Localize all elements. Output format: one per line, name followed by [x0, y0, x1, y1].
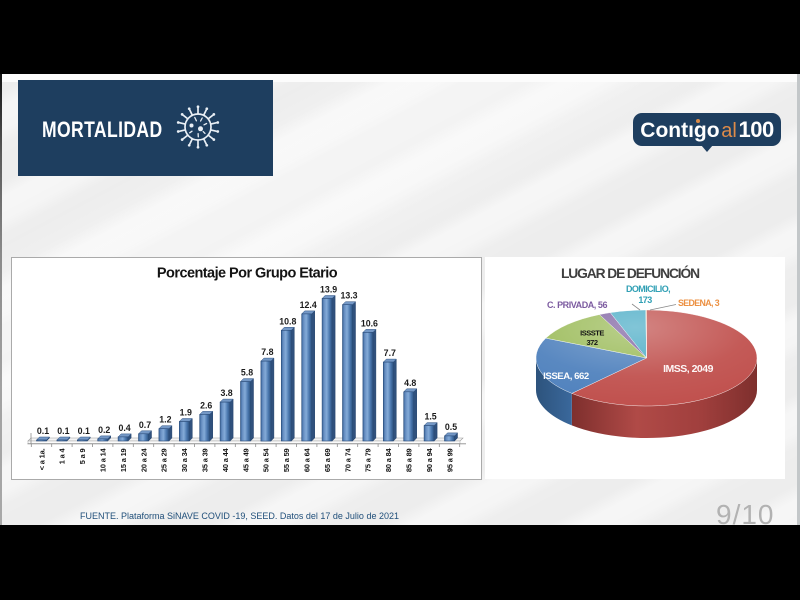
svg-text:20 a 24: 20 a 24 [139, 447, 148, 472]
svg-text:90 a 94: 90 a 94 [425, 447, 434, 472]
svg-text:25 a 29: 25 a 29 [160, 448, 169, 472]
svg-text:0.1: 0.1 [37, 426, 49, 436]
svg-text:7.7: 7.7 [384, 348, 396, 358]
svg-text:1.9: 1.9 [180, 408, 192, 418]
svg-text:4.8: 4.8 [404, 378, 416, 388]
svg-text:35 a 39: 35 a 39 [201, 448, 210, 472]
svg-text:13.9: 13.9 [320, 285, 337, 295]
svg-text:50 a 54: 50 a 54 [262, 447, 271, 472]
svg-text:5 a 9: 5 a 9 [78, 448, 87, 464]
svg-text:40 a 44: 40 a 44 [221, 447, 230, 472]
svg-text:3.8: 3.8 [220, 388, 232, 398]
svg-text:0.5: 0.5 [445, 422, 457, 432]
svg-text:DOMICILIO,: DOMICILIO, [626, 284, 670, 294]
svg-text:2.6: 2.6 [200, 400, 212, 410]
svg-text:15 a 19: 15 a 19 [119, 448, 128, 472]
svg-text:7.8: 7.8 [261, 347, 273, 357]
svg-text:1 a 4: 1 a 4 [58, 447, 67, 464]
svg-text:173: 173 [638, 295, 652, 305]
svg-text:13.3: 13.3 [340, 291, 357, 301]
svg-text:0.2: 0.2 [98, 425, 110, 435]
svg-text:0.1: 0.1 [57, 426, 69, 436]
svg-text:C. PRIVADA, 56: C. PRIVADA, 56 [547, 300, 607, 310]
svg-text:85 a 89: 85 a 89 [405, 448, 414, 472]
svg-text:SEDENA, 3: SEDENA, 3 [678, 298, 720, 308]
svg-text:55 a 59: 55 a 59 [282, 448, 291, 472]
svg-text:0.1: 0.1 [78, 426, 90, 436]
svg-text:ISSEA, 662: ISSEA, 662 [543, 371, 589, 382]
svg-text:ISSSTE: ISSSTE [580, 329, 604, 338]
svg-text:372: 372 [586, 338, 597, 347]
svg-text:IMSS, 2049: IMSS, 2049 [663, 363, 714, 375]
svg-text:1.2: 1.2 [159, 415, 171, 425]
svg-text:30 a 34: 30 a 34 [180, 447, 189, 472]
svg-text:Porcentaje Por Grupo Etario: Porcentaje Por Grupo Etario [157, 266, 338, 282]
svg-text:5.8: 5.8 [241, 368, 253, 378]
svg-text:0.7: 0.7 [139, 420, 151, 430]
svg-text:75 a 79: 75 a 79 [364, 448, 373, 472]
svg-text:0.4: 0.4 [118, 423, 130, 433]
svg-text:45 a 49: 45 a 49 [241, 448, 250, 472]
svg-text:65 a 69: 65 a 69 [323, 448, 332, 472]
svg-text:LUGAR DE DEFUNCIÓN: LUGAR DE DEFUNCIÓN [561, 264, 700, 281]
svg-text:80 a 84: 80 a 84 [384, 447, 393, 472]
svg-text:1.5: 1.5 [424, 412, 436, 422]
svg-text:< a 1a.: < a 1a. [37, 448, 46, 470]
svg-text:10 a 14: 10 a 14 [99, 447, 108, 472]
svg-text:95 a 99: 95 a 99 [445, 448, 454, 472]
svg-text:70 a 74: 70 a 74 [343, 447, 352, 472]
svg-text:12.4: 12.4 [300, 300, 317, 310]
svg-text:60 a 64: 60 a 64 [303, 447, 312, 472]
svg-text:10.8: 10.8 [279, 316, 296, 326]
svg-text:10.6: 10.6 [361, 318, 378, 328]
